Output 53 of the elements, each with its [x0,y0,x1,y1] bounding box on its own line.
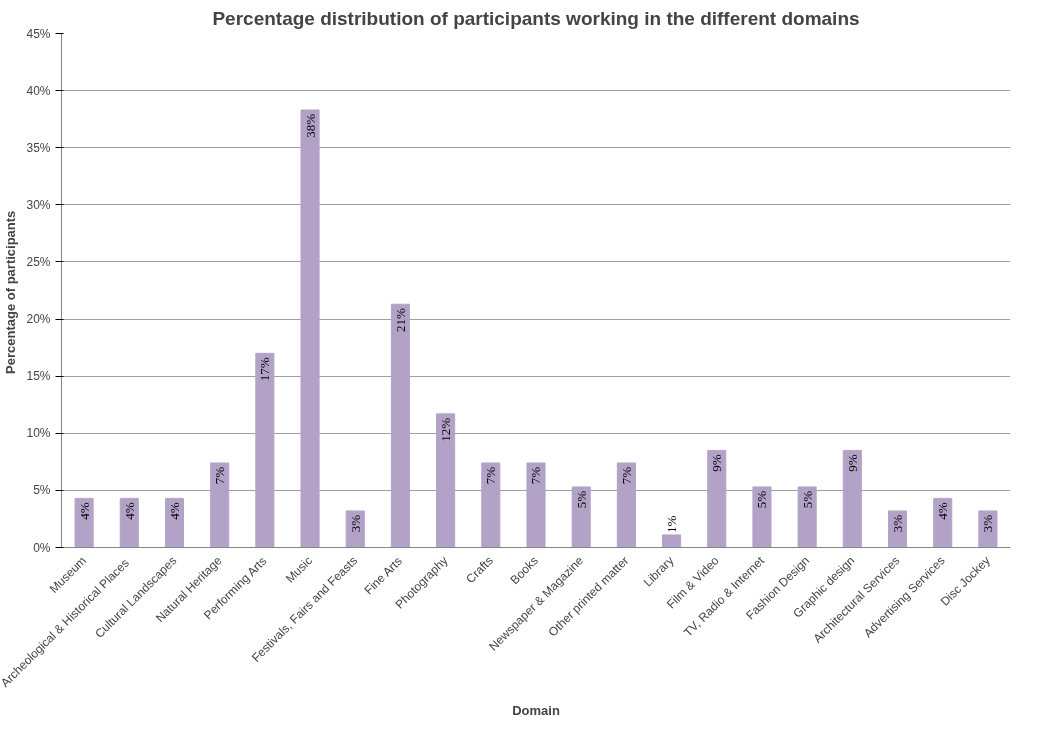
y-axis-title: Percentage of participants [3,210,19,374]
bar [255,352,275,548]
y-tick-label: 25% [26,254,51,269]
bar [662,534,682,548]
bar [119,497,139,548]
bar [933,497,953,548]
data-label: 12% [438,417,454,442]
bar [842,449,862,548]
data-label: 7% [528,466,544,485]
bar [707,449,727,548]
bar [526,462,546,548]
data-label: 4% [935,502,951,520]
x-axis-title: Domain [512,702,560,718]
y-tick-label: 0% [33,540,51,555]
bar [390,303,410,548]
data-label: 38% [302,113,318,138]
y-tick-label: 15% [26,369,51,384]
bar [74,497,94,548]
y-tick-label: 45% [26,26,51,41]
bar [210,462,230,548]
bar [436,413,456,548]
y-tick-label: 30% [26,197,51,212]
data-label: 9% [709,454,725,472]
y-tick-label: 35% [26,140,51,155]
data-label: 17% [257,357,273,382]
data-label: 21% [392,308,408,333]
data-label: 9% [844,454,860,472]
data-label: 7% [483,466,499,485]
data-label: 5% [573,490,589,509]
data-label: 5% [754,490,770,509]
bar [164,497,185,548]
bar [300,109,320,548]
y-tick-label: 5% [33,483,51,498]
data-label: 4% [166,502,182,520]
data-label: 1% [664,515,680,533]
bar [752,486,772,548]
bar [481,462,501,548]
data-label: 5% [799,490,815,509]
chart-title: Percentage distribution of participants working in the different domains [212,7,860,29]
data-label: 4% [76,502,92,520]
data-label: 3% [890,514,906,533]
bar [616,462,636,548]
data-label: 3% [347,514,363,533]
data-label: 7% [212,466,228,485]
y-tick-label: 20% [26,312,51,327]
data-label: 4% [121,502,137,520]
y-tick-label: 10% [26,426,51,441]
y-tick-label: 40% [26,83,51,98]
bar [978,510,998,548]
data-label: 7% [618,466,634,485]
bar [797,486,817,548]
bar [571,486,591,548]
data-label: 3% [980,514,996,533]
